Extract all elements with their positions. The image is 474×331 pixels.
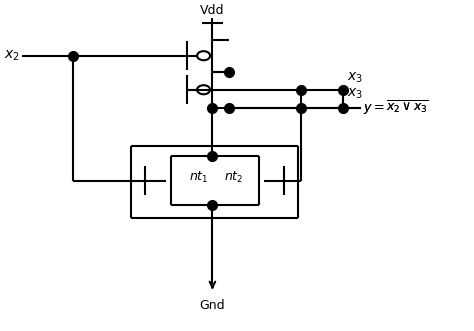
Text: $nt_1$: $nt_1$	[189, 170, 209, 185]
Text: $x_3$: $x_3$	[347, 87, 363, 101]
Text: Gnd: Gnd	[200, 299, 225, 312]
Text: $y = \overline{x_2 \vee x_3}$: $y = \overline{x_2 \vee x_3}$	[364, 99, 429, 117]
Text: $nt_2$: $nt_2$	[224, 170, 244, 185]
Text: $x_2$: $x_2$	[4, 49, 19, 63]
Text: $x_3$: $x_3$	[347, 71, 363, 85]
Text: Vdd: Vdd	[200, 4, 225, 17]
Text: $y = \overline{x_2 \vee x_3}$: $y = \overline{x_2 \vee x_3}$	[364, 99, 429, 117]
